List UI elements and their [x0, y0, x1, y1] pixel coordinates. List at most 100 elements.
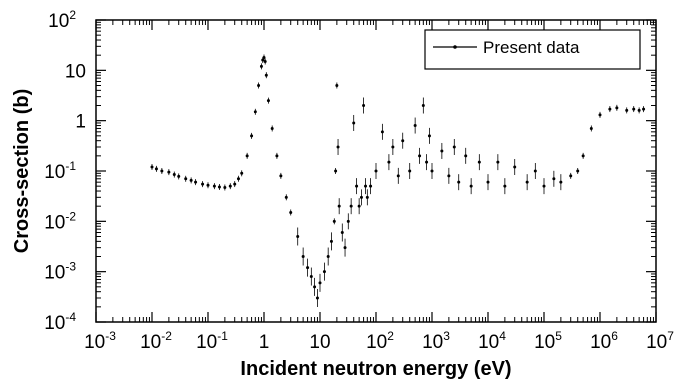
- data-point: [335, 83, 339, 87]
- data-point: [625, 108, 629, 112]
- data-point: [201, 182, 205, 186]
- x-axis-ticks: 10-3 10-2 10-1 1 10 102 103 104 105 106 107: [84, 20, 674, 353]
- data-point: [637, 108, 641, 112]
- data-point: [615, 106, 619, 110]
- data-point: [496, 160, 500, 164]
- data-point: [326, 255, 330, 259]
- data-point: [313, 285, 317, 289]
- data-point: [337, 204, 341, 208]
- data-point: [263, 59, 267, 63]
- data-point: [608, 107, 612, 111]
- data-point: [264, 73, 268, 77]
- x-tick-label: 10-2: [140, 329, 172, 353]
- data-point: [447, 174, 451, 178]
- data-point: [177, 174, 181, 178]
- data-point: [315, 296, 319, 300]
- data-point: [589, 126, 593, 130]
- data-point: [349, 204, 353, 208]
- data-point: [266, 99, 270, 103]
- x-tick-label: 1: [259, 332, 270, 353]
- data-point: [150, 165, 154, 169]
- y-tick-label: 1: [75, 112, 86, 133]
- data-point: [355, 184, 359, 188]
- data-point: [289, 210, 293, 214]
- x-tick-label: 105: [534, 329, 562, 353]
- data-point: [189, 178, 193, 182]
- data-point: [503, 184, 507, 188]
- y-axis-title: Cross-section (b): [11, 89, 33, 253]
- data-point: [396, 174, 400, 178]
- data-point: [236, 177, 240, 181]
- data-point: [642, 107, 646, 111]
- data-point: [275, 154, 279, 158]
- data-point: [343, 246, 347, 250]
- data-point: [262, 55, 266, 59]
- data-point: [598, 113, 602, 117]
- data-point: [172, 173, 176, 177]
- y-tick-label: 10-3: [44, 260, 76, 284]
- data-point: [217, 185, 221, 189]
- y-tick-label: 10: [65, 61, 86, 82]
- x-axis-title: Incident neutron energy (eV): [240, 358, 511, 380]
- legend: Present data: [424, 29, 641, 70]
- data-point: [374, 169, 378, 173]
- data-point: [228, 184, 232, 188]
- x-tick-label: 103: [422, 329, 450, 353]
- data-point: [318, 281, 322, 285]
- data-point: [296, 234, 300, 238]
- y-axis-ticks: 10-4 10-3 10-2 10-1 1 10 102: [44, 8, 656, 334]
- data-point: [581, 154, 585, 158]
- data-point: [408, 169, 412, 173]
- data-point: [364, 184, 368, 188]
- data-point: [440, 149, 444, 153]
- data-point: [194, 180, 198, 184]
- data-point: [309, 275, 313, 279]
- data-point: [359, 195, 363, 199]
- x-tick-label: 106: [590, 329, 618, 353]
- data-point: [154, 167, 158, 171]
- data-point: [365, 195, 369, 199]
- y-tick-label: 10-2: [44, 209, 76, 233]
- data-point: [542, 184, 546, 188]
- data-point: [425, 160, 429, 164]
- data-point: [457, 180, 461, 184]
- legend-label: Present data: [483, 38, 580, 57]
- data-point: [250, 134, 254, 138]
- data-point: [413, 124, 417, 128]
- minor-ticks: [96, 20, 656, 322]
- data-point: [391, 145, 395, 149]
- data-series: [150, 54, 646, 307]
- data-point: [421, 104, 425, 108]
- data-point: [240, 171, 244, 175]
- x-tick-label: 10: [309, 332, 330, 353]
- data-point: [464, 154, 468, 158]
- x-tick-label: 107: [646, 329, 674, 353]
- data-point: [576, 169, 580, 173]
- data-point: [340, 230, 344, 234]
- data-point: [279, 174, 283, 178]
- data-point: [418, 154, 422, 158]
- data-point: [245, 154, 249, 158]
- data-point: [533, 169, 537, 173]
- data-point: [352, 121, 356, 125]
- data-point: [513, 165, 517, 169]
- data-point: [334, 169, 338, 173]
- data-point: [336, 145, 340, 149]
- data-point: [160, 169, 164, 173]
- data-point: [569, 174, 573, 178]
- x-tick-label: 10-3: [84, 329, 116, 353]
- data-point: [306, 266, 310, 270]
- data-point: [261, 58, 265, 62]
- data-point: [477, 160, 481, 164]
- data-point: [369, 184, 373, 188]
- data-point: [322, 270, 326, 274]
- data-point: [332, 219, 336, 223]
- y-tick-label: 10-1: [44, 159, 76, 183]
- data-point: [357, 204, 361, 208]
- data-point: [212, 184, 216, 188]
- data-point: [206, 183, 210, 187]
- data-point: [329, 239, 333, 243]
- data-point: [167, 170, 171, 174]
